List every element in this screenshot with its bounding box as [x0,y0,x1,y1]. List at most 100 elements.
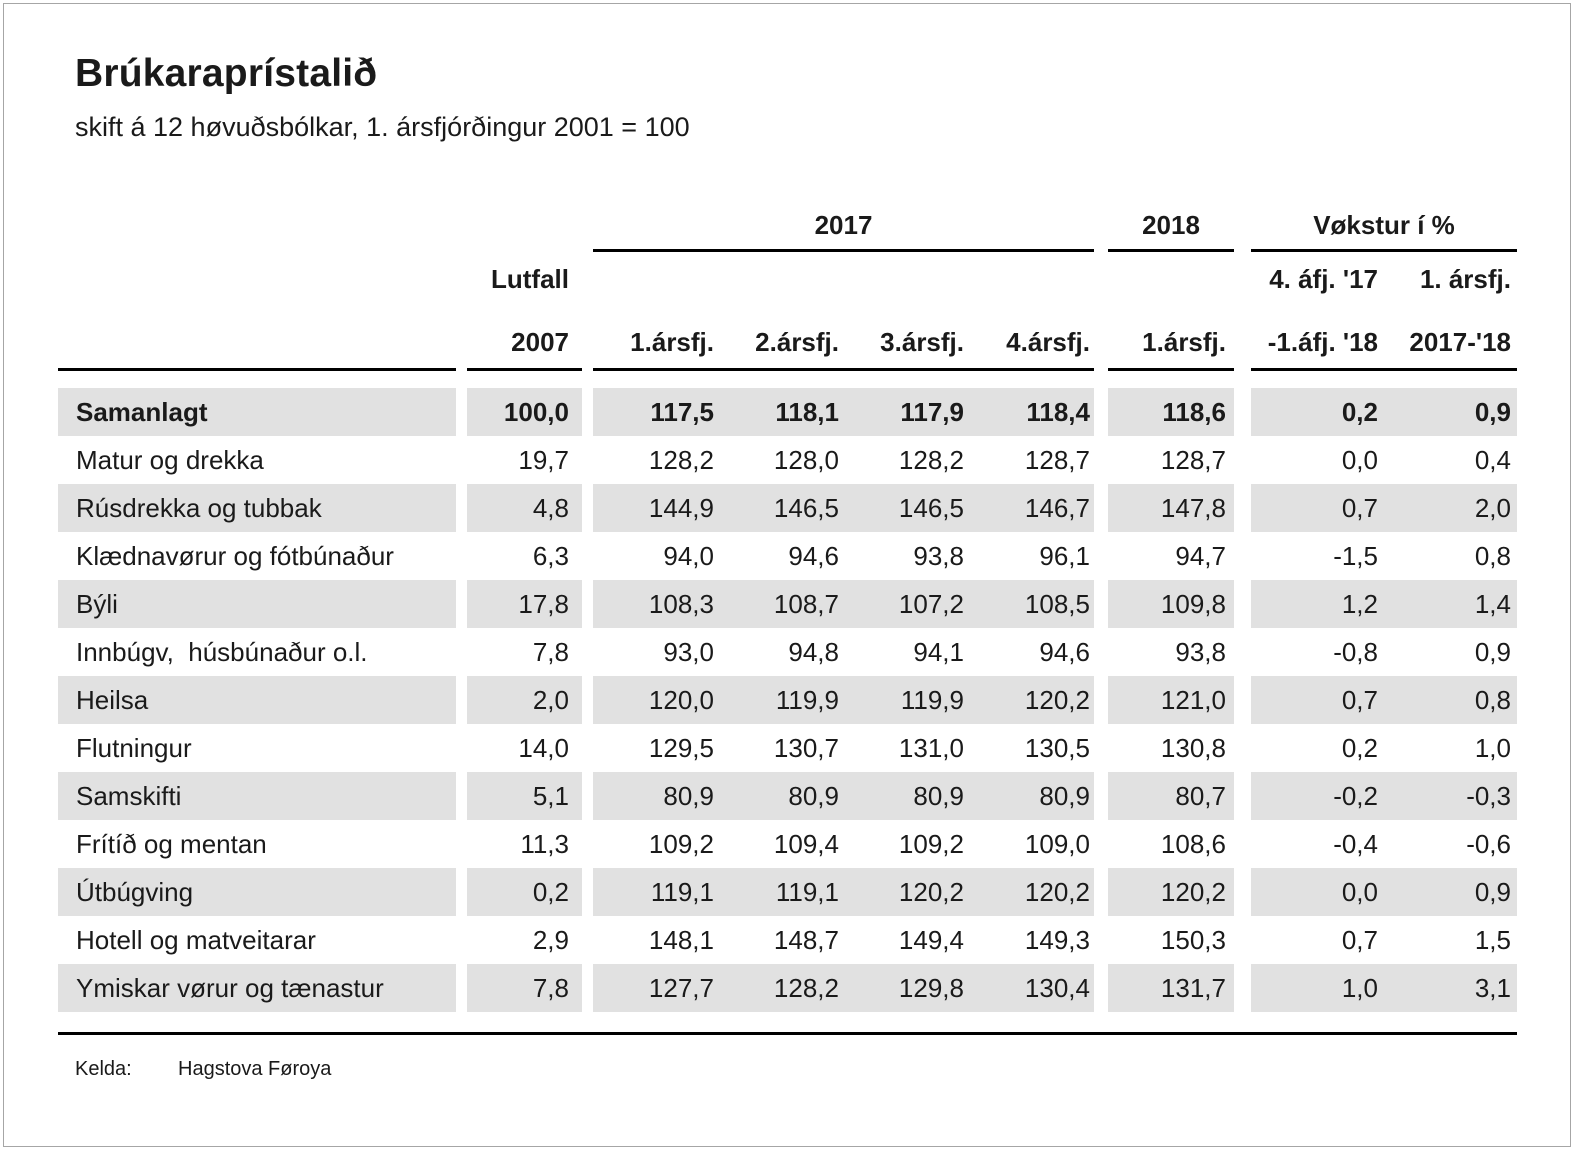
column-gutter [582,820,593,868]
source-footer: Kelda: Hagstova Føroya [75,1058,331,1081]
row-value-cell: 118,1 [718,388,843,436]
column-gutter [582,964,593,1012]
column-gutter [1234,772,1251,820]
row-label: Flutningur [58,724,456,772]
row-value-cell: 108,7 [718,580,843,628]
row-value-cell: 94,8 [718,628,843,676]
row-value-cell: 94,7 [1108,532,1234,580]
column-gutter [456,628,467,676]
column-gutter [456,868,467,916]
page-subtitle: skift á 12 høvuðsbólkar, 1. ársfjórðingu… [75,112,690,142]
column-gutter [1094,820,1108,868]
row-value-cell: 93,8 [843,532,968,580]
row-value-cell: -0,6 [1384,820,1517,868]
row-value-cell: 127,7 [593,964,718,1012]
row-value-cell: 80,9 [718,772,843,820]
col-header-q4-2017-label: 4.ársfj. [1006,327,1090,357]
row-value-cell: 120,2 [968,676,1094,724]
col-header-lutfall-line2: 2007 [511,327,569,357]
table-row: Heilsa 2,0 120,0 119,9 119,9 120,2 121,0… [58,676,1517,724]
row-value-cell: 1,0 [1384,724,1517,772]
row-value-cell: -0,4 [1251,820,1384,868]
group-header-rule [58,249,1517,252]
row-value-cell: 109,0 [968,820,1094,868]
source-label: Kelda: [75,1058,132,1080]
row-value-cell: 107,2 [843,580,968,628]
column-gutter [456,772,467,820]
column-gutter [582,532,593,580]
row-label: Innbúgv, húsbúnaður o.l. [58,628,456,676]
rule-under-label-col [58,368,456,371]
row-value-cell: 0,2 [1251,724,1384,772]
col-header-q1-2018: 1.ársfj. [1108,252,1234,368]
column-gutter [456,388,467,436]
row-value-cell: 119,1 [593,868,718,916]
column-gutter [582,628,593,676]
col-header-growth-quarter-line1: 4. áfj. '17 [1269,264,1378,294]
price-index-table: 2017 2018 Vøkstur í % Lutfall 2007 1.árs… [58,195,1517,1035]
table-row: Samanlagt 100,0 117,5 118,1 117,9 118,4 … [58,388,1517,436]
row-value-cell: 80,9 [968,772,1094,820]
table-row: Frítíð og mentan 11,3 109,2 109,4 109,2 … [58,820,1517,868]
row-label: Samanlagt [58,388,456,436]
row-value-cell: 129,8 [843,964,968,1012]
column-gutter [456,964,467,1012]
table-row: Útbúgving 0,2 119,1 119,1 120,2 120,2 12… [58,868,1517,916]
col-header-growth-year-line1: 1. ársfj. [1419,264,1511,294]
row-value-cell: 94,0 [593,532,718,580]
row-value-cell: 0,4 [1384,436,1517,484]
row-value-cell: -1,5 [1251,532,1384,580]
table-row: Innbúgv, húsbúnaður o.l. 7,8 93,0 94,8 9… [58,628,1517,676]
row-value-cell: 118,4 [968,388,1094,436]
row-value-cell: 130,7 [718,724,843,772]
row-value-cell: 144,9 [593,484,718,532]
row-value-cell: 11,3 [467,820,582,868]
row-value-cell: 131,7 [1108,964,1234,1012]
col-header-q3-2017-label: 3.ársfj. [880,327,964,357]
column-gutter [1234,820,1251,868]
row-value-cell: 93,8 [1108,628,1234,676]
row-label: Rúsdrekka og tubbak [58,484,456,532]
row-value-cell: 0,7 [1251,484,1384,532]
row-value-cell: 0,9 [1384,388,1517,436]
row-value-cell: 130,8 [1108,724,1234,772]
row-value-cell: 0,9 [1384,628,1517,676]
row-value-cell: 96,1 [968,532,1094,580]
row-value-cell: 1,0 [1251,964,1384,1012]
row-value-cell: 17,8 [467,580,582,628]
row-value-cell: 148,7 [718,916,843,964]
table-bottom-rule [58,1032,1517,1035]
source-value: Hagstova Føroya [178,1058,332,1080]
column-gutter [1234,676,1251,724]
row-value-cell: 121,0 [1108,676,1234,724]
row-value-cell: 0,8 [1384,676,1517,724]
column-gutter [1234,628,1251,676]
col-header-q2-2017-label: 2.ársfj. [755,327,839,357]
column-gutter [582,916,593,964]
column-gutter [582,436,593,484]
table-row: Flutningur 14,0 129,5 130,7 131,0 130,5 … [58,724,1517,772]
row-value-cell: 1,4 [1384,580,1517,628]
col-header-q1-2017-label: 1.ársfj. [630,327,714,357]
column-gutter [582,772,593,820]
row-value-cell: 2,0 [1384,484,1517,532]
column-gutter [1234,916,1251,964]
page-title: Brúkaraprístalið [75,52,378,95]
row-value-cell: 120,2 [843,868,968,916]
table-column-header-row: Lutfall 2007 1.ársfj. 2.ársfj. 3.ársfj. … [58,252,1517,368]
column-gutter [1094,772,1108,820]
row-value-cell: 108,6 [1108,820,1234,868]
row-value-cell: -0,2 [1251,772,1384,820]
rule-under-lutfall-col [467,368,582,371]
column-gutter [1234,436,1251,484]
column-gutter [1094,964,1108,1012]
row-value-cell: 80,9 [843,772,968,820]
row-label: Frítíð og mentan [58,820,456,868]
row-value-cell: 0,2 [467,868,582,916]
row-value-cell: 147,8 [1108,484,1234,532]
column-gutter [1234,388,1251,436]
row-value-cell: 100,0 [467,388,582,436]
row-value-cell: 149,3 [968,916,1094,964]
col-header-lutfall-line1: Lutfall [491,264,569,294]
rule-under-growth [1251,249,1517,252]
